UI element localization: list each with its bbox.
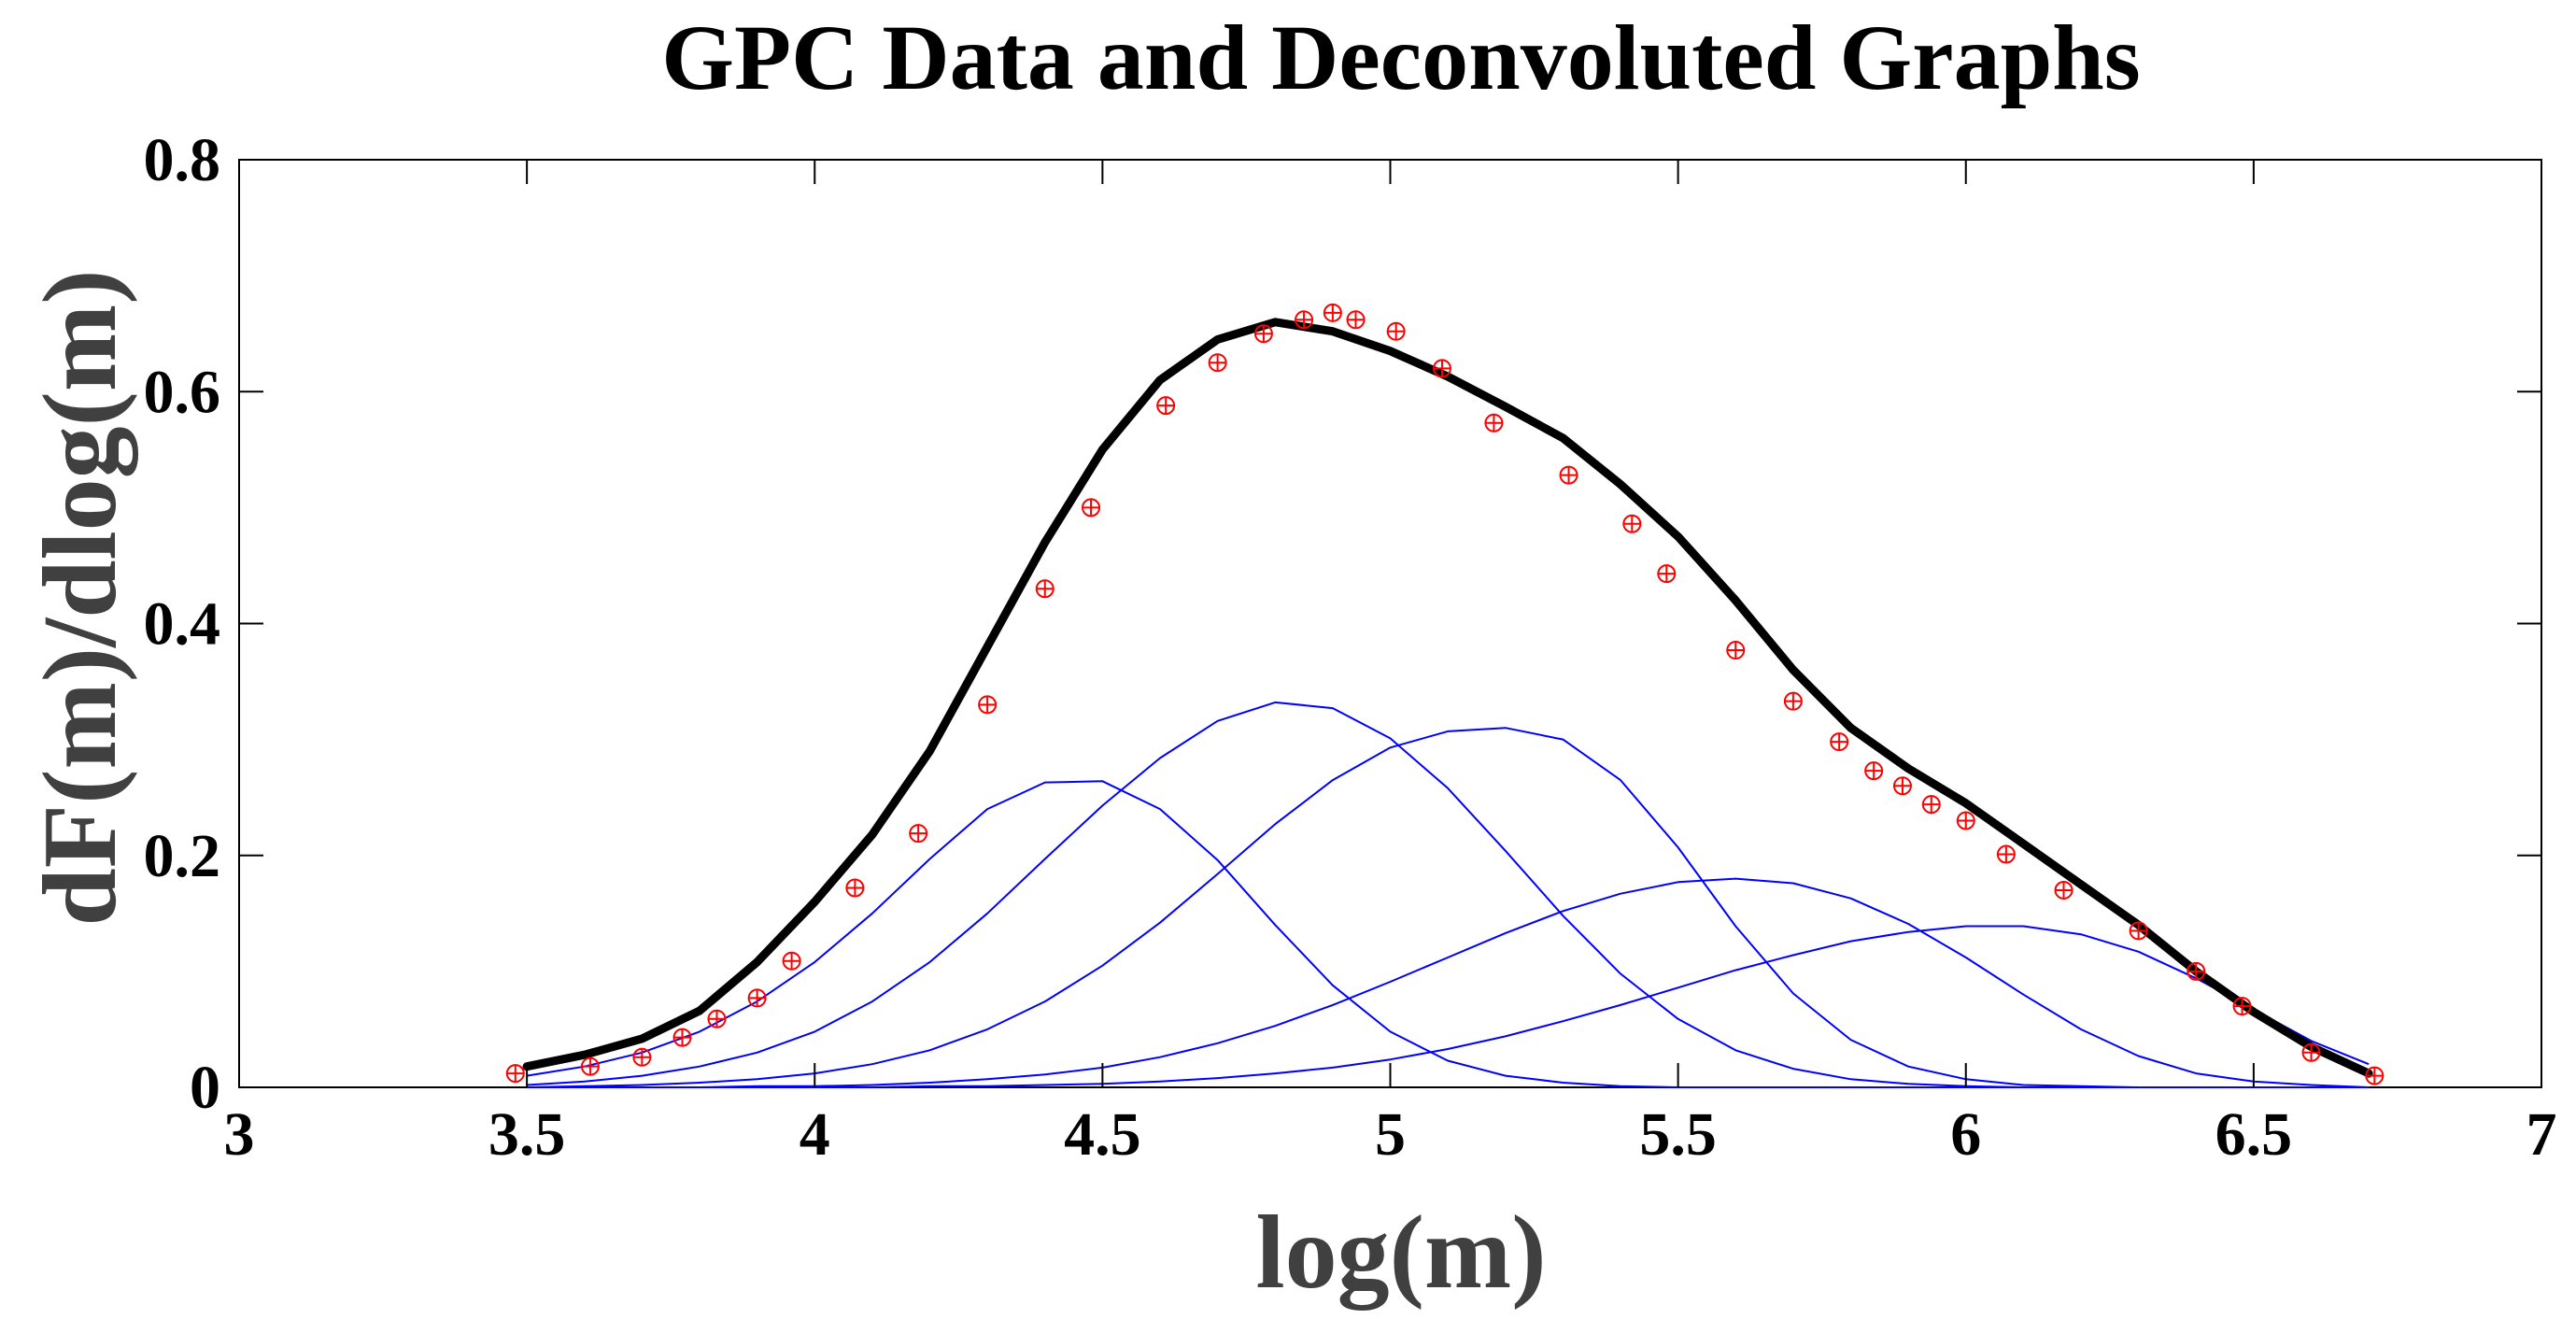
y-tick-label: 0.4 [144, 590, 221, 659]
x-tick-label: 7 [2526, 1100, 2557, 1169]
x-tick-label: 6.5 [2215, 1100, 2293, 1169]
x-axis-label: log(m) [1255, 1195, 1546, 1311]
data-point [2187, 961, 2206, 981]
data-point [1726, 641, 1746, 660]
data-point [1082, 498, 1101, 518]
data-point [1892, 776, 1912, 796]
data-point [1156, 396, 1176, 416]
data-point [782, 951, 801, 971]
data-point [1323, 303, 1342, 322]
data-point [1783, 691, 1803, 711]
fit-curve [522, 318, 2373, 1078]
data-point [2129, 921, 2148, 941]
data-point [1346, 310, 1366, 330]
x-tick-label: 5 [1375, 1100, 1406, 1169]
data-point [1657, 564, 1677, 584]
x-tick-label: 3 [224, 1100, 255, 1169]
data-point [1253, 324, 1273, 344]
component-curves [526, 701, 2370, 1088]
x-tick-label: 4 [800, 1100, 830, 1169]
data-point [845, 878, 865, 898]
component-curve-4 [527, 877, 2370, 1088]
chart-title: GPC Data and Deconvoluted Graphs [661, 6, 2140, 109]
data-point [505, 1064, 525, 1084]
x-tick-label: 4.5 [1064, 1100, 1141, 1169]
data-point [2054, 880, 2074, 900]
data-point [1432, 359, 1451, 378]
data-point [978, 695, 998, 715]
data-point [1956, 811, 1975, 830]
y-tick-label: 0 [190, 1054, 220, 1122]
x-tick-label: 6 [1950, 1100, 1981, 1169]
data-points-layer [505, 303, 2385, 1085]
data-point [632, 1047, 652, 1067]
data-point [1921, 795, 1941, 815]
y-tick-label: 0.8 [144, 126, 221, 194]
x-tick-label: 3.5 [488, 1100, 566, 1169]
component-curve-2 [527, 701, 2370, 1088]
axis-ticks: 3 3.5 4 4.5 5 5.5 6 6.5 7 0 0.2 0.4 0.6 0.8 [144, 126, 2557, 1169]
data-point [2232, 997, 2252, 1016]
y-tick-label: 0.2 [144, 822, 221, 890]
data-point [1830, 732, 1849, 752]
data-point [909, 824, 928, 844]
component-curve-3 [527, 727, 2370, 1088]
x-tick-label: 5.5 [1639, 1100, 1717, 1169]
data-point [1864, 761, 1884, 781]
data-point [1622, 514, 1642, 533]
data-point [580, 1057, 600, 1076]
fit-curve-layer [522, 318, 2373, 1078]
data-point [747, 988, 767, 1008]
component-curve-5 [527, 925, 2370, 1088]
y-tick-label: 0.6 [144, 358, 221, 426]
data-point [1035, 579, 1054, 599]
data-point [707, 1009, 727, 1028]
y-axis-label: dF(m)/dlog(m) [22, 269, 138, 926]
data-point [1295, 310, 1314, 330]
data-point [672, 1028, 692, 1047]
data-point [1559, 465, 1578, 485]
data-point [1484, 413, 1504, 433]
data-point [1996, 844, 2016, 864]
data-point [1386, 321, 1406, 341]
data-point [1208, 353, 1227, 373]
data-point [2365, 1066, 2385, 1085]
data-point [2301, 1042, 2321, 1062]
